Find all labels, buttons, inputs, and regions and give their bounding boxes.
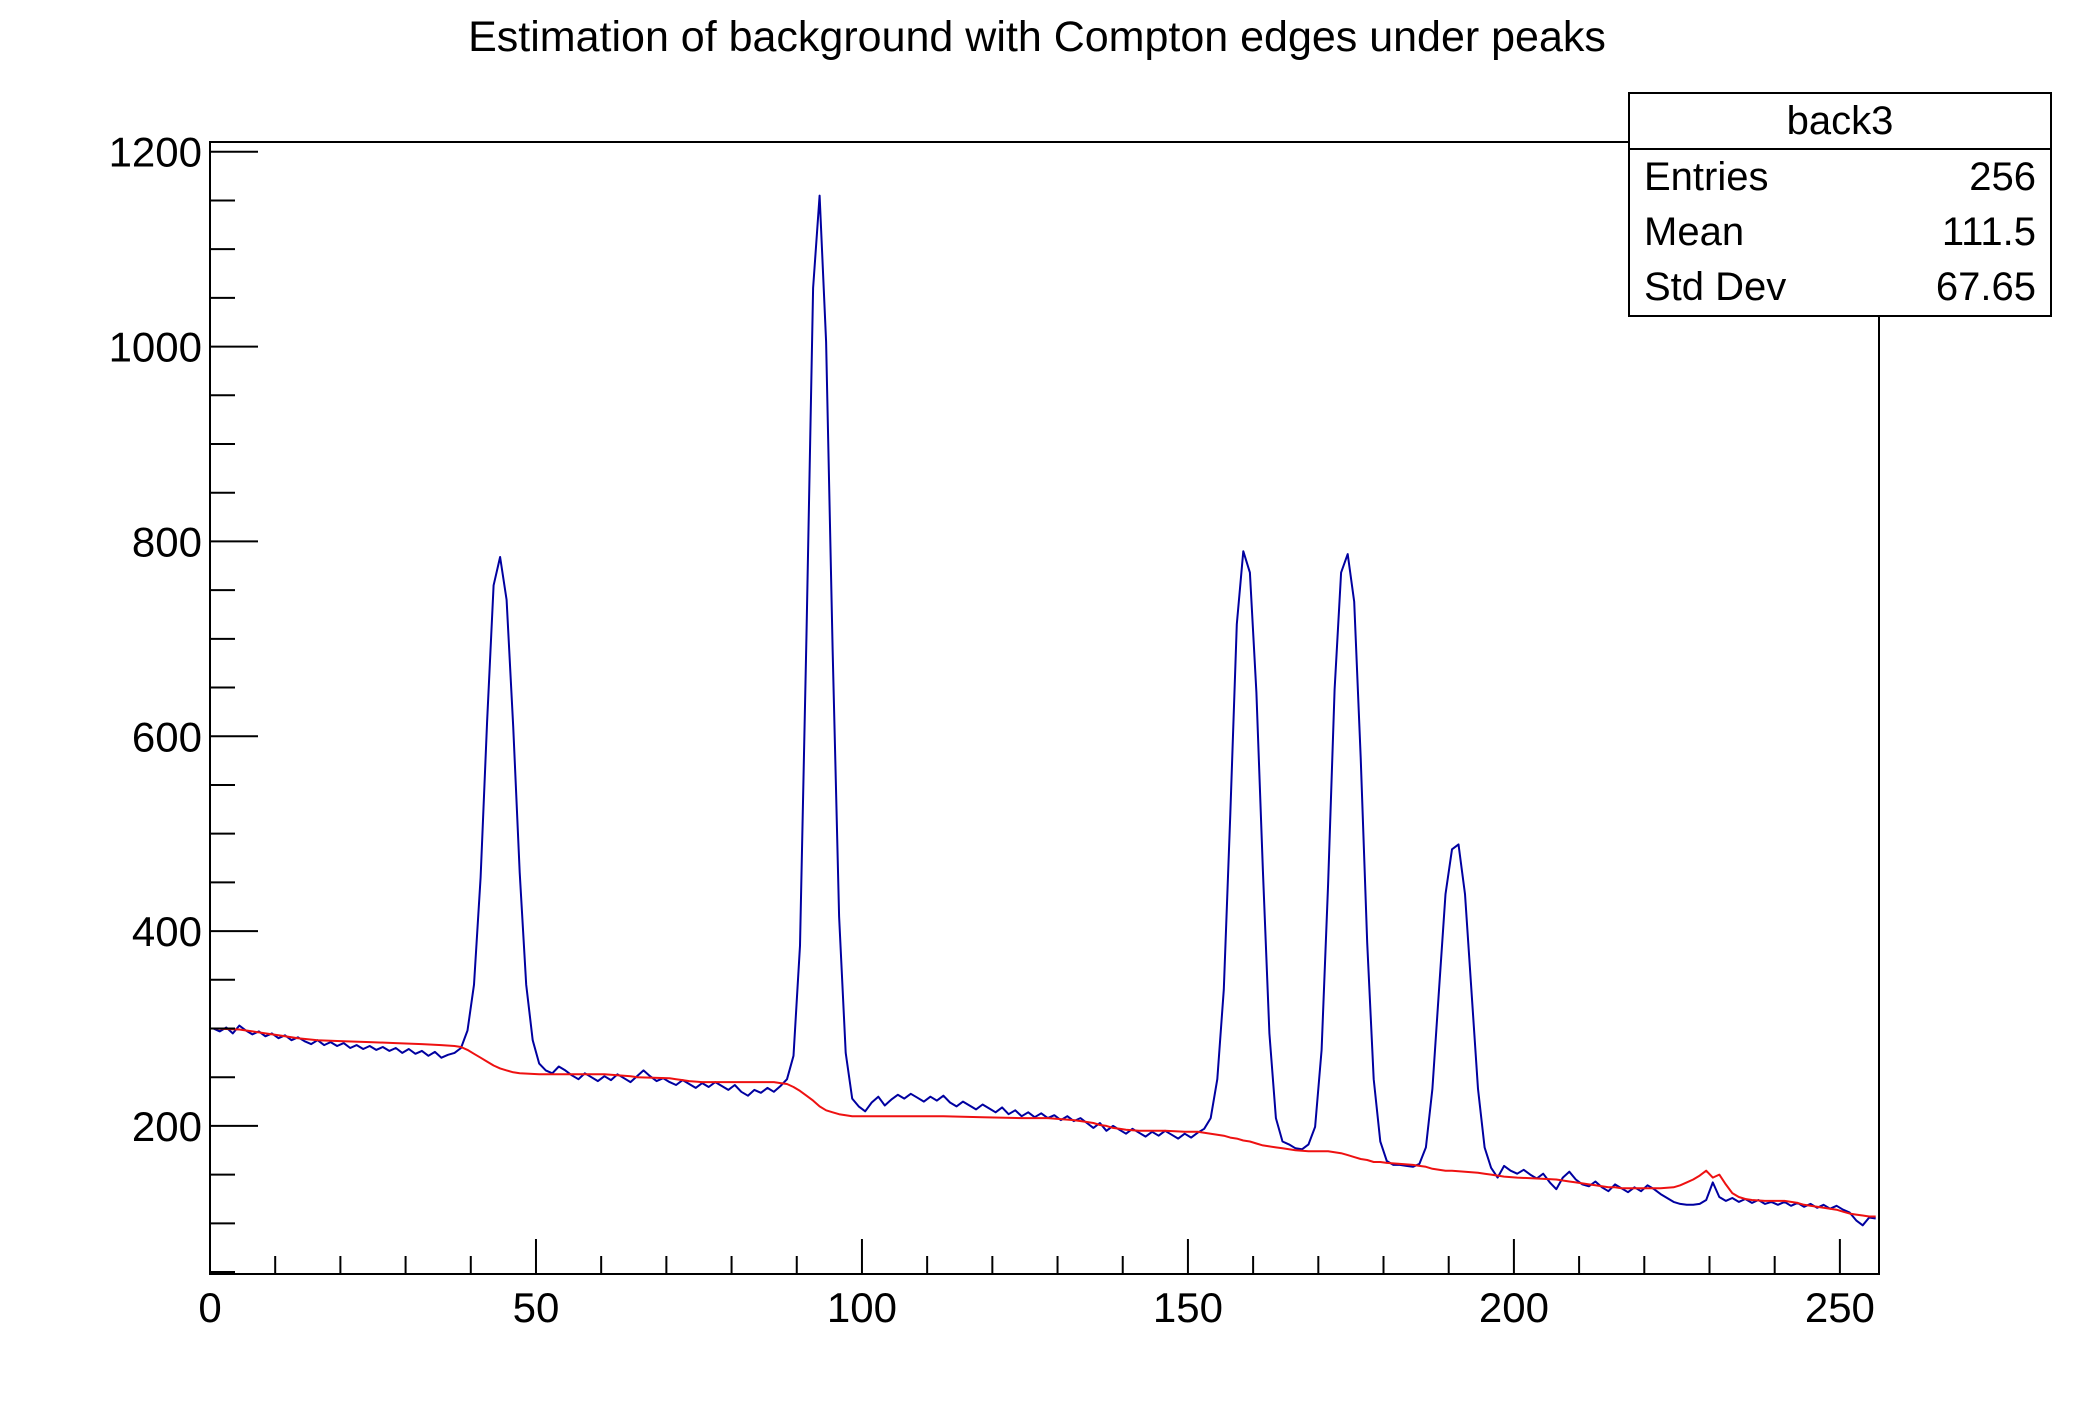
- stats-row-stddev: Std Dev 67.65: [1630, 260, 2050, 315]
- y-tick-label: 400: [132, 908, 202, 955]
- stats-box: back3 Entries 256 Mean 111.5 Std Dev 67.…: [1628, 92, 2052, 317]
- y-tick-label: 800: [132, 518, 202, 565]
- stats-value-mean: 111.5: [1941, 210, 2036, 254]
- x-tick-label: 0: [198, 1284, 221, 1331]
- stats-label-entries: Entries: [1644, 155, 1769, 199]
- stats-label-stddev: Std Dev: [1644, 265, 1787, 309]
- plot-title: Estimation of background with Compton ed…: [468, 13, 1606, 61]
- y-tick-label: 1200: [109, 129, 202, 176]
- x-tick-label: 250: [1805, 1284, 1875, 1331]
- stats-value-entries: 256: [1969, 155, 2036, 199]
- x-tick-label: 150: [1153, 1284, 1223, 1331]
- stats-box-title: back3: [1630, 94, 2050, 150]
- stats-value-stddev: 67.65: [1935, 265, 2036, 309]
- stats-label-mean: Mean: [1644, 210, 1745, 254]
- background-estimate-line: [213, 1027, 1876, 1218]
- x-tick-label: 200: [1479, 1284, 1549, 1331]
- stats-row-mean: Mean 111.5: [1630, 205, 2050, 260]
- axes-frame: [209, 141, 1880, 1275]
- stats-row-entries: Entries 256: [1630, 150, 2050, 205]
- y-tick-label: 600: [132, 713, 202, 760]
- y-tick-label: 200: [132, 1103, 202, 1150]
- x-tick-label: 50: [513, 1284, 560, 1331]
- y-tick-label: 1000: [109, 324, 202, 371]
- spectrum-line: [212, 194, 1876, 1227]
- x-tick-label: 100: [827, 1284, 897, 1331]
